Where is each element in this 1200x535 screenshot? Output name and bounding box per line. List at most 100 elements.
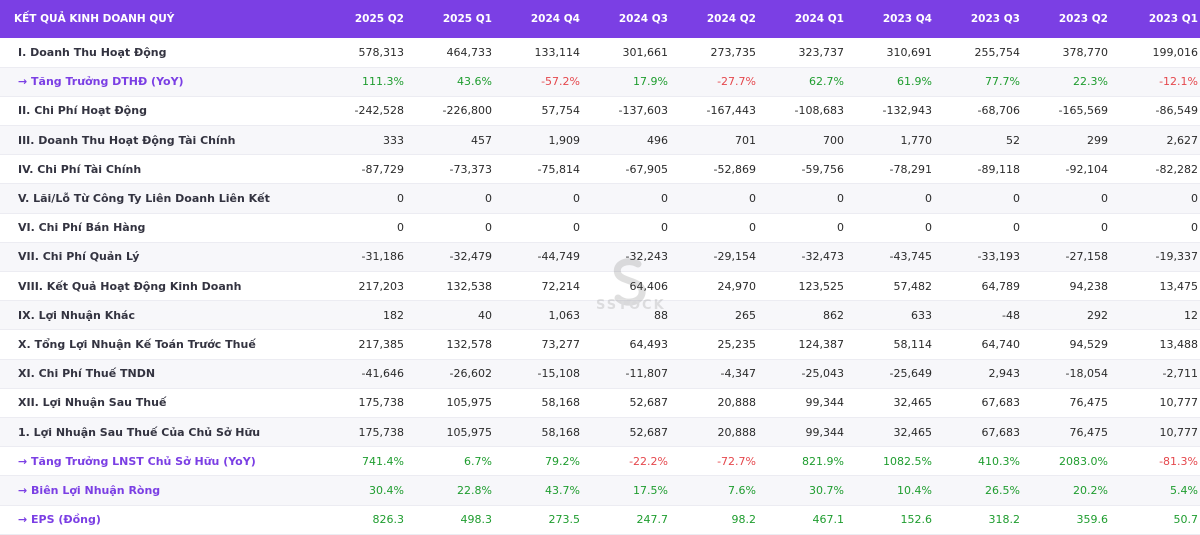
table-cell: 13,488 — [1159, 337, 1199, 351]
row-label: VI. Chi Phí Bán Hàng — [18, 221, 146, 235]
table-cell: 64,789 — [981, 279, 1021, 293]
table-cell: -32,473 — [801, 250, 844, 264]
row-label: → Biên Lợi Nhuận Ròng — [18, 483, 161, 497]
column-header: 2024 Q1 — [794, 13, 844, 25]
table-cell: 273,735 — [710, 45, 757, 59]
table-row: XI. Chi Phí Thuế TNDN -41,646 -26,602 -15,1… — [0, 359, 1200, 389]
table-row: → Tăng Trưởng LNST Chủ Sở Hữu (YoY) 741.4… — [0, 447, 1200, 476]
table-cell: 22.8% — [457, 483, 492, 497]
table-cell: 57,754 — [541, 104, 581, 118]
table-cell: -87,729 — [361, 162, 404, 176]
table-cell: -31,186 — [361, 250, 404, 264]
table-cell: 2083.0% — [1059, 454, 1108, 468]
table-cell: 323,737 — [798, 45, 845, 59]
table-cell: -78,291 — [889, 162, 932, 176]
table-cell: 6.7% — [464, 454, 492, 468]
column-header: 2024 Q2 — [706, 13, 756, 25]
table-cell: 43.6% — [457, 75, 492, 89]
table-cell: -25,043 — [801, 367, 844, 381]
table-row: IV. Chi Phí Tài Chính -87,729 -73,373 -75,8… — [0, 155, 1200, 184]
table-cell: 378,770 — [1062, 45, 1109, 59]
table-cell: 26.5% — [985, 483, 1020, 497]
table-cell: 10,777 — [1159, 396, 1199, 410]
table-cell: -92,104 — [1065, 162, 1108, 176]
table-cell: 821.9% — [802, 454, 844, 468]
table-title: KẾT QUẢ KINH DOANH QUÝ — [14, 13, 175, 25]
table-cell: 76,475 — [1069, 425, 1109, 439]
table-cell: 43.7% — [545, 483, 580, 497]
table-cell: -43,745 — [889, 250, 932, 264]
table-row: IX. Lợi Nhuận Khác 182 40 1,063 88 265 862 633 -… — [0, 300, 1200, 330]
table-cell: -226,800 — [442, 104, 492, 118]
table-cell: 13,475 — [1159, 279, 1199, 293]
table-cell: 217,203 — [358, 279, 405, 293]
table-cell: 0 — [485, 192, 492, 206]
table-cell: 700 — [823, 133, 844, 147]
column-header: 2023 Q1 — [1148, 13, 1198, 25]
table-cell: 247.7 — [636, 513, 669, 527]
table-cell: 25,235 — [717, 337, 757, 351]
table-cell: 76,475 — [1069, 396, 1109, 410]
table-cell: 701 — [735, 133, 756, 147]
table-cell: -81.3% — [1159, 454, 1198, 468]
table-cell: 310,691 — [886, 45, 933, 59]
table-cell: 265 — [735, 308, 756, 322]
table-cell: 10.4% — [897, 483, 932, 497]
table-cell: 5.4% — [1170, 483, 1198, 497]
table-cell: 0 — [837, 221, 844, 235]
table-cell: 273.5 — [548, 513, 581, 527]
table-body: I. Doanh Thu Hoạt Động 578,313 464,733 133,… — [0, 38, 1200, 535]
row-label: → Tăng Trưởng LNST Chủ Sở Hữu (YoY) — [18, 454, 256, 468]
table-cell: 457 — [471, 133, 492, 147]
table-cell: 20.2% — [1073, 483, 1108, 497]
table-row: II. Chi Phí Hoạt Động -242,528 -226,800 57,… — [0, 96, 1200, 126]
table-cell: 22.3% — [1073, 75, 1108, 89]
table-cell: -22.2% — [629, 454, 668, 468]
table-cell: 7.6% — [728, 483, 756, 497]
table-cell: 1,770 — [900, 133, 933, 147]
table-cell: -59,756 — [801, 162, 844, 176]
row-label: XI. Chi Phí Thuế TNDN — [18, 367, 156, 381]
table-cell: 467.1 — [812, 513, 845, 527]
table-cell: -18,054 — [1065, 367, 1108, 381]
table-cell: 30.4% — [369, 483, 404, 497]
table-cell: 299 — [1087, 133, 1108, 147]
table-row: VIII. Kết Quả Hoạt Động Kinh Doanh 217,20… — [0, 272, 1200, 301]
table-cell: 32,465 — [893, 425, 933, 439]
table-row: VII. Chi Phí Quản Lý -31,186 -32,479 -44,74… — [0, 242, 1200, 272]
table-cell: -25,649 — [889, 367, 932, 381]
table-cell: 61.9% — [897, 75, 932, 89]
table-row: → Tăng Trưởng DTHĐ (YoY) 111.3% 43.6% -57.2… — [0, 67, 1200, 97]
row-label: → EPS (Đồng) — [18, 513, 101, 527]
table-cell: 0 — [661, 221, 668, 235]
table-cell: 862 — [823, 308, 844, 322]
table-row: X. Tổng Lợi Nhuận Kế Toán Trước Thuế 217,… — [0, 330, 1200, 360]
table-row: VI. Chi Phí Bán Hàng 0 0 0 0 0 0 0 0 0 0 — [0, 213, 1200, 243]
column-header: 2025 Q1 — [442, 13, 492, 25]
column-header: 2023 Q3 — [970, 13, 1020, 25]
table-cell: 99,344 — [805, 425, 845, 439]
table-cell: 2,943 — [988, 367, 1021, 381]
table-cell: 0 — [1013, 221, 1020, 235]
table-cell: -27.7% — [717, 75, 756, 89]
table-cell: 12 — [1184, 308, 1198, 322]
table-cell: 0 — [1013, 192, 1020, 206]
table-cell: 105,975 — [446, 425, 493, 439]
table-cell: 77.7% — [985, 75, 1020, 89]
table-cell: 410.3% — [978, 454, 1020, 468]
table-cell: 133,114 — [534, 45, 581, 59]
table-cell: 0 — [573, 221, 580, 235]
table-cell: 30.7% — [809, 483, 844, 497]
column-header: 2024 Q4 — [530, 13, 580, 25]
table-cell: 0 — [1191, 221, 1198, 235]
column-header: 2023 Q2 — [1058, 13, 1108, 25]
table-cell: -86,549 — [1155, 104, 1198, 118]
table-cell: -89,118 — [977, 162, 1020, 176]
table-cell: 52 — [1006, 133, 1020, 147]
table-cell: 57,482 — [893, 279, 933, 293]
table-cell: 64,406 — [629, 279, 669, 293]
table-cell: 152.6 — [900, 513, 933, 527]
table-cell: 124,387 — [798, 337, 845, 351]
row-label: VIII. Kết Quả Hoạt Động Kinh Doanh — [18, 279, 242, 293]
